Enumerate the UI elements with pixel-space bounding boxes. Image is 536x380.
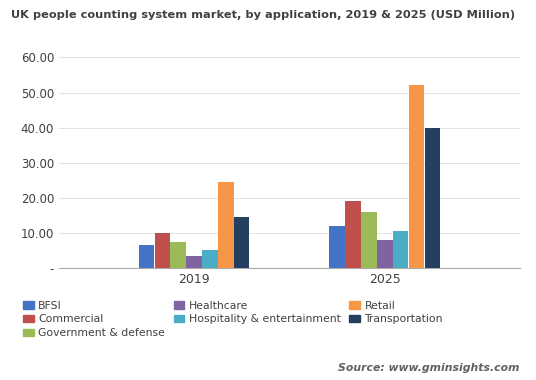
Legend: BFSI, Commercial, Government & defense, Healthcare, Hospitality & entertainment,: BFSI, Commercial, Government & defense, … [23, 301, 443, 338]
Bar [345, 201, 361, 268]
Bar [409, 86, 425, 268]
Bar [202, 250, 218, 268]
Bar [361, 212, 377, 268]
Bar [377, 240, 392, 268]
Text: Source: www.gminsights.com: Source: www.gminsights.com [338, 363, 520, 373]
Bar [330, 226, 345, 268]
Bar [170, 242, 186, 268]
Bar [218, 182, 234, 268]
Bar [187, 256, 202, 268]
Bar [234, 217, 249, 268]
Bar [139, 245, 154, 268]
Bar [393, 231, 408, 268]
Text: UK people counting system market, by application, 2019 & 2025 (USD Million): UK people counting system market, by app… [11, 10, 515, 19]
Bar [154, 233, 170, 268]
Bar [425, 128, 440, 268]
